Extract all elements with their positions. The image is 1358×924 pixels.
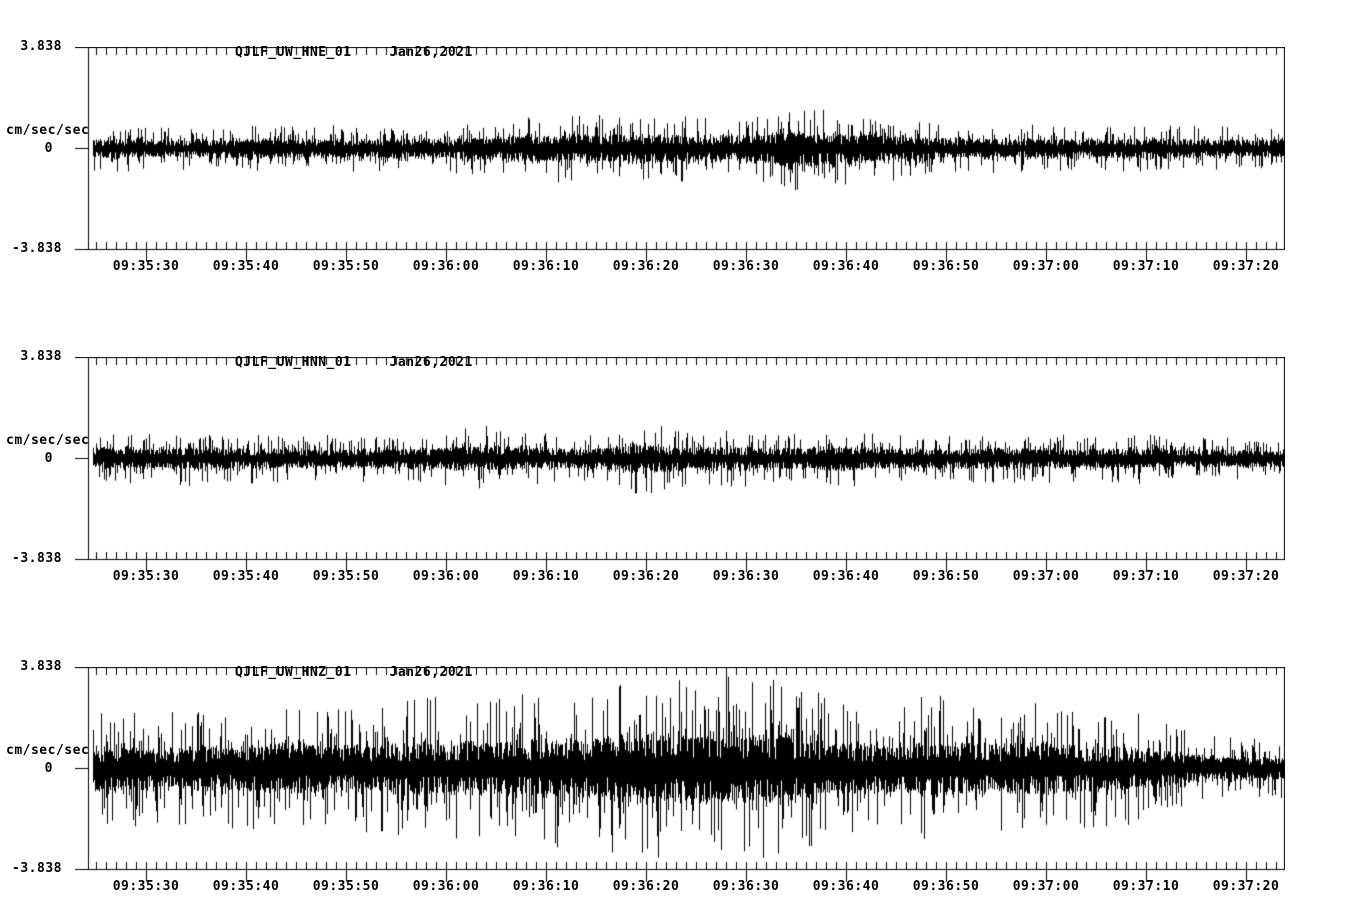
waveform-plot-canvas <box>75 357 1285 573</box>
x-tick-label: 09:36:00 <box>412 879 480 894</box>
x-tick-label: 09:36:40 <box>812 569 880 584</box>
x-tick-label: 09:36:30 <box>712 879 780 894</box>
x-tick-label: 09:36:50 <box>912 879 980 894</box>
x-tick-label: 09:35:40 <box>212 879 280 894</box>
x-tick-label: 09:35:50 <box>312 879 380 894</box>
y-axis-unit-label: cm/sec/sec <box>6 433 90 448</box>
x-tick-label: 09:37:20 <box>1212 259 1280 274</box>
waveform-plot-canvas <box>75 47 1285 263</box>
y-axis-zero-label: 0 <box>44 451 53 466</box>
x-tick-label: 09:37:20 <box>1212 569 1280 584</box>
x-tick-label: 09:36:00 <box>412 259 480 274</box>
x-tick-label: 09:36:10 <box>512 259 580 274</box>
x-tick-label: 09:37:00 <box>1012 259 1080 274</box>
x-tick-label: 09:36:10 <box>512 569 580 584</box>
y-axis-min-label: -3.838 <box>12 861 62 876</box>
x-tick-label: 09:36:20 <box>612 259 680 274</box>
x-tick-label: 09:36:50 <box>912 259 980 274</box>
x-tick-label: 09:36:20 <box>612 879 680 894</box>
panel-title: QJLF_UW_HNN_01Jan26,2021 <box>185 340 473 370</box>
panel-title: QJLF_UW_HNE_01Jan26,2021 <box>185 30 473 60</box>
x-tick-label: 09:35:50 <box>312 569 380 584</box>
x-tick-label: 09:36:20 <box>612 569 680 584</box>
x-tick-label: 09:37:10 <box>1112 569 1180 584</box>
x-tick-label: 09:36:10 <box>512 879 580 894</box>
y-axis-zero-label: 0 <box>44 761 53 776</box>
y-axis-zero-label: 0 <box>44 141 53 156</box>
seismogram-panel-hnz: QJLF_UW_HNZ_01Jan26,2021 3.838 cm/sec/se… <box>0 620 1358 924</box>
x-tick-label: 09:36:30 <box>712 259 780 274</box>
x-tick-label: 09:36:50 <box>912 569 980 584</box>
x-tick-label: 09:37:10 <box>1112 879 1180 894</box>
x-tick-label: 09:35:30 <box>112 259 180 274</box>
x-tick-label: 09:35:30 <box>112 569 180 584</box>
y-axis-min-label: -3.838 <box>12 241 62 256</box>
seismogram-panel-hne: QJLF_UW_HNE_01Jan26,2021 3.838 cm/sec/se… <box>0 0 1358 310</box>
panel-title: QJLF_UW_HNZ_01Jan26,2021 <box>185 650 473 680</box>
x-tick-label: 09:37:20 <box>1212 879 1280 894</box>
seismogram-panel-hnn: QJLF_UW_HNN_01Jan26,2021 3.838 cm/sec/se… <box>0 310 1358 620</box>
x-tick-label: 09:37:10 <box>1112 259 1180 274</box>
y-axis-min-label: -3.838 <box>12 551 62 566</box>
x-tick-label: 09:36:00 <box>412 569 480 584</box>
x-tick-label: 09:36:40 <box>812 259 880 274</box>
y-axis-unit-label: cm/sec/sec <box>6 743 90 758</box>
x-tick-label: 09:35:40 <box>212 569 280 584</box>
x-tick-label: 09:36:40 <box>812 879 880 894</box>
x-tick-label: 09:36:30 <box>712 569 780 584</box>
x-tick-label: 09:35:40 <box>212 259 280 274</box>
y-axis-max-label: 3.838 <box>20 39 62 54</box>
y-axis-max-label: 3.838 <box>20 349 62 364</box>
x-tick-label: 09:37:00 <box>1012 569 1080 584</box>
x-tick-label: 09:37:00 <box>1012 879 1080 894</box>
x-tick-label: 09:35:30 <box>112 879 180 894</box>
x-tick-label: 09:35:50 <box>312 259 380 274</box>
waveform-plot-canvas <box>75 667 1285 883</box>
y-axis-unit-label: cm/sec/sec <box>6 123 90 138</box>
y-axis-max-label: 3.838 <box>20 659 62 674</box>
